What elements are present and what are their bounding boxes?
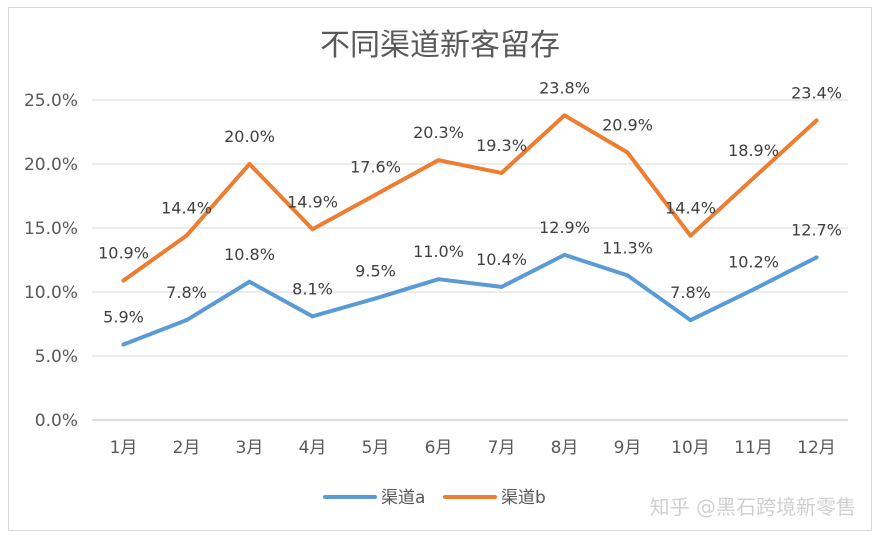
x-tick-label: 4月 (299, 438, 327, 458)
data-point (499, 284, 504, 289)
legend-label-1: 渠道a (381, 488, 425, 508)
data-label: 20.3% (413, 123, 464, 142)
data-label: 12.7% (791, 220, 842, 239)
data-label: 20.9% (602, 115, 653, 134)
chart-title: 不同渠道新客留存 (320, 28, 560, 63)
data-label: 23.4% (791, 83, 842, 102)
data-point (688, 318, 693, 323)
data-label: 7.8% (166, 283, 207, 302)
data-point (625, 273, 630, 278)
data-label: 5.9% (103, 307, 144, 326)
data-point (751, 176, 756, 181)
data-label: 14.4% (665, 199, 716, 218)
data-label: 10.4% (476, 250, 527, 269)
data-point (562, 252, 567, 257)
data-label: 10.2% (728, 252, 779, 271)
x-axis-ticks: 1月 2月 3月 4月 5月 6月 7月 8月 9月 10月 11月 12月 (110, 438, 836, 458)
series-lines (121, 113, 819, 347)
data-point (121, 278, 126, 283)
data-point (184, 233, 189, 238)
series-line-1 (121, 252, 819, 347)
data-label: 14.4% (161, 199, 212, 218)
y-tick-label: 15.0% (24, 219, 78, 239)
x-tick-label: 2月 (173, 438, 201, 458)
x-tick-label: 10月 (671, 438, 710, 458)
data-label: 7.8% (670, 283, 711, 302)
data-point (247, 279, 252, 284)
x-tick-label: 9月 (614, 438, 642, 458)
data-point (625, 150, 630, 155)
series-line-2 (121, 113, 819, 283)
data-point (247, 162, 252, 166)
x-tick-label: 11月 (734, 438, 773, 458)
x-tick-label: 8月 (551, 438, 579, 458)
data-point (310, 227, 315, 232)
data-label: 14.9% (287, 192, 338, 211)
data-point (373, 296, 378, 301)
data-labels: 5.9% 7.8% 10.8% 8.1% 9.5% 11.0% 10.4% 12.9% 11.3… (98, 78, 842, 326)
data-point (499, 170, 504, 175)
data-point (688, 233, 693, 238)
y-tick-label: 0.0% (35, 411, 78, 431)
data-point (562, 113, 567, 118)
data-label: 17.6% (350, 158, 401, 177)
x-tick-label: 12月 (797, 438, 836, 458)
y-tick-label: 20.0% (24, 155, 78, 175)
y-axis-ticks: 0.0% 5.0% 10.0% 15.0% 20.0% 25.0% (24, 91, 78, 431)
data-label: 19.3% (476, 136, 527, 155)
data-point (814, 118, 819, 123)
data-label: 18.9% (728, 141, 779, 160)
y-tick-label: 5.0% (35, 347, 78, 367)
gridlines (92, 99, 848, 421)
x-tick-label: 6月 (425, 438, 453, 458)
data-label: 10.9% (98, 243, 149, 262)
data-label: 20.0% (224, 127, 275, 146)
data-label: 23.8% (539, 78, 590, 97)
data-point (310, 314, 315, 319)
data-point (751, 287, 756, 292)
data-label: 11.3% (602, 238, 653, 257)
data-point (373, 192, 378, 197)
data-point (814, 255, 819, 260)
legend-label-2: 渠道b (501, 488, 546, 508)
data-label: 12.9% (539, 218, 590, 237)
data-point (436, 158, 441, 163)
data-point (184, 318, 189, 323)
legend: 渠道a 渠道b (323, 488, 546, 508)
x-tick-label: 1月 (110, 438, 138, 458)
data-label: 10.8% (224, 245, 275, 264)
y-tick-label: 25.0% (24, 91, 78, 111)
watermark-text: 知乎 @黑石跨境新零售 (650, 495, 856, 519)
y-tick-label: 10.0% (24, 283, 78, 303)
data-label: 8.1% (292, 279, 333, 298)
data-point (121, 342, 126, 347)
chart-frame (8, 7, 872, 531)
data-label: 11.0% (413, 242, 464, 261)
x-tick-label: 3月 (236, 438, 264, 458)
data-label: 9.5% (355, 261, 396, 280)
x-tick-label: 5月 (362, 438, 390, 458)
x-tick-label: 7月 (488, 438, 516, 458)
data-point (436, 277, 441, 282)
